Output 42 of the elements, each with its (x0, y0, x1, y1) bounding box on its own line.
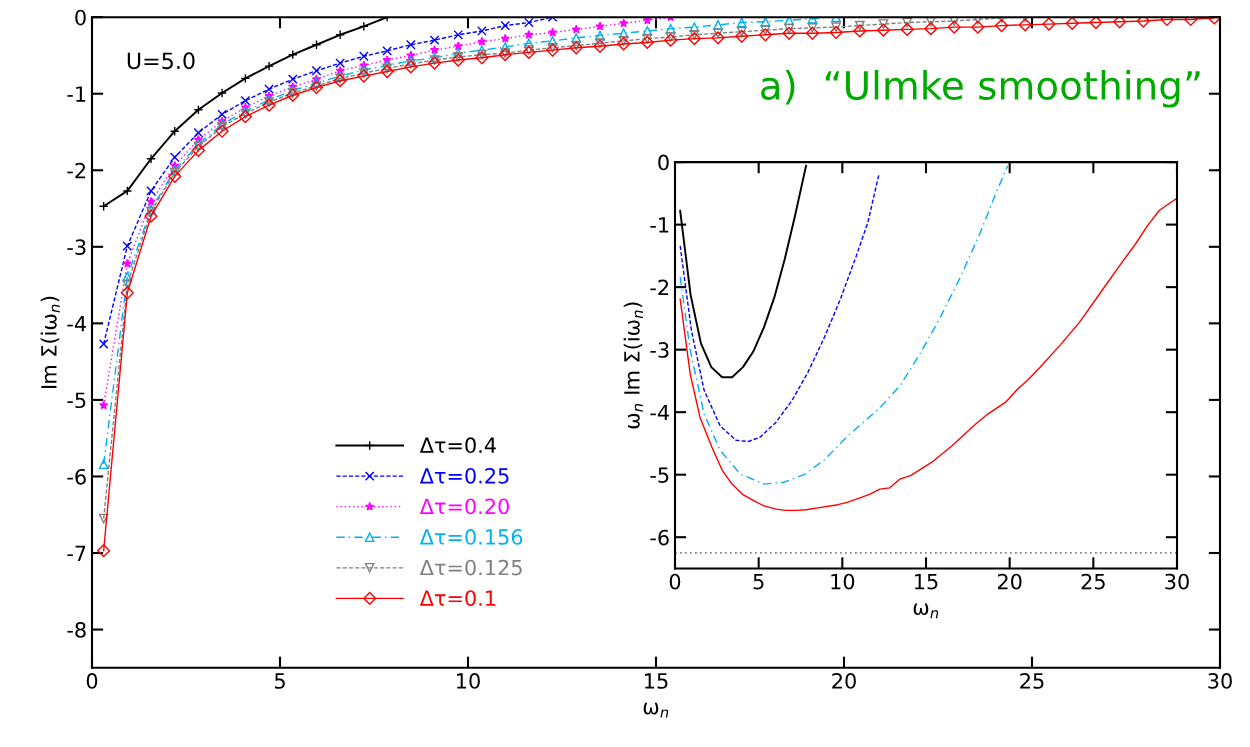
y-tick-label: -4 (67, 316, 86, 332)
y-tick-label: -3 (650, 342, 669, 358)
y-tick-label: -1 (650, 217, 669, 233)
x-tick-label: 10 (457, 673, 480, 689)
x-tick-label: 0 (86, 673, 98, 689)
x-tick-label: 20 (997, 573, 1022, 590)
y-tick-label: -3 (67, 239, 86, 256)
x-axis-title: ω$_{n}$ (643, 702, 669, 718)
legend-label: Δτ=0.156 (419, 529, 523, 545)
legend-label: Δτ=0.25 (419, 467, 509, 484)
x-axis-title: ω$_{n}$ (913, 603, 939, 619)
x-tick-label: 30 (1165, 573, 1189, 590)
x-tick-label: 30 (1208, 673, 1232, 689)
y-tick-label: -5 (650, 467, 669, 483)
y-tick-label: -8 (67, 622, 86, 638)
y-tick-label: -2 (67, 162, 86, 179)
x-tick-label: 15 (915, 573, 938, 590)
y-tick-label: -5 (67, 392, 86, 409)
x-tick-label: 20 (832, 673, 856, 689)
y-tick-label: -7 (67, 545, 86, 561)
y-tick-label: -6 (67, 468, 86, 485)
y-tick-label: 0 (75, 9, 86, 26)
legend-label: Δτ=0.4 (419, 437, 496, 454)
annotation: a) “Ulmke smoothing” (761, 69, 1200, 108)
y-axis-title: ω$_{n}$ Im Σ(iω$_{n}$) (623, 302, 643, 429)
legend-label: Δτ=0.125 (419, 559, 522, 576)
y-tick-label: -6 (650, 529, 669, 546)
y-tick-label: -4 (650, 404, 669, 421)
y-tick-label: -2 (650, 279, 669, 296)
x-tick-label: 0 (669, 573, 681, 590)
y-tick-label: 0 (658, 154, 669, 171)
y-axis-title: Im Σ(iω$_{n}$) (40, 296, 60, 388)
x-tick-label: 25 (1081, 573, 1105, 590)
y-tick-label: -1 (67, 86, 86, 102)
x-tick-label: 25 (1020, 673, 1044, 689)
legend-label: Δτ=0.20 (419, 498, 509, 515)
x-tick-label: 10 (831, 573, 855, 590)
legend-label: Δτ=0.1 (419, 590, 496, 606)
annotation: U=5.0 (127, 52, 195, 70)
x-tick-label: 5 (753, 573, 764, 590)
x-tick-label: 15 (645, 673, 668, 689)
x-tick-label: 5 (274, 673, 285, 689)
